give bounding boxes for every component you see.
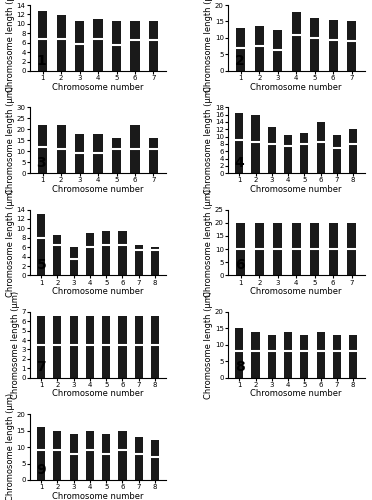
- Bar: [149, 20, 158, 71]
- Text: 8: 8: [235, 360, 244, 374]
- Bar: [37, 214, 45, 276]
- Text: 2: 2: [235, 54, 244, 68]
- Bar: [93, 19, 103, 71]
- Bar: [102, 230, 110, 276]
- Bar: [70, 316, 78, 378]
- Bar: [251, 332, 260, 378]
- Bar: [135, 245, 143, 276]
- X-axis label: Chromosome number: Chromosome number: [52, 185, 144, 194]
- Bar: [57, 125, 66, 173]
- Text: 5: 5: [36, 258, 46, 272]
- Bar: [292, 222, 301, 276]
- X-axis label: Chromosome number: Chromosome number: [52, 492, 144, 500]
- Text: 1: 1: [36, 54, 46, 68]
- Bar: [273, 222, 282, 276]
- Bar: [349, 129, 357, 173]
- X-axis label: Chromosome number: Chromosome number: [52, 390, 144, 398]
- Y-axis label: Chromosome length (µm): Chromosome length (µm): [11, 290, 20, 399]
- Bar: [235, 113, 243, 173]
- Text: 4: 4: [235, 156, 244, 170]
- Bar: [151, 247, 159, 276]
- Bar: [53, 236, 61, 276]
- Bar: [86, 316, 94, 378]
- Bar: [37, 427, 45, 480]
- Bar: [292, 12, 301, 71]
- Bar: [37, 316, 45, 378]
- Bar: [268, 128, 276, 173]
- Bar: [86, 233, 94, 276]
- Text: 9: 9: [36, 462, 46, 476]
- X-axis label: Chromosome number: Chromosome number: [250, 82, 342, 92]
- Bar: [135, 316, 143, 378]
- Y-axis label: Chromosome length (µm): Chromosome length (µm): [6, 188, 15, 296]
- Y-axis label: Chromosome length (µm): Chromosome length (µm): [6, 393, 15, 500]
- Bar: [93, 134, 103, 173]
- Bar: [268, 335, 276, 378]
- Y-axis label: Chromosome length (µm): Chromosome length (µm): [6, 86, 15, 194]
- Bar: [310, 18, 319, 71]
- Bar: [317, 332, 325, 378]
- Bar: [75, 22, 84, 71]
- Bar: [333, 335, 341, 378]
- Bar: [328, 20, 338, 71]
- Text: 6: 6: [235, 258, 244, 272]
- Bar: [235, 328, 243, 378]
- Bar: [284, 134, 292, 173]
- Bar: [347, 222, 356, 276]
- X-axis label: Chromosome number: Chromosome number: [250, 390, 342, 398]
- Bar: [251, 114, 260, 173]
- Bar: [328, 222, 338, 276]
- Bar: [131, 22, 140, 71]
- Bar: [300, 335, 308, 378]
- Bar: [151, 440, 159, 480]
- Bar: [57, 16, 66, 71]
- Bar: [236, 28, 246, 71]
- X-axis label: Chromosome number: Chromosome number: [52, 287, 144, 296]
- Bar: [317, 122, 325, 173]
- Y-axis label: Chromosome length (µm): Chromosome length (µm): [204, 188, 214, 296]
- Bar: [118, 316, 126, 378]
- Bar: [131, 125, 140, 173]
- Y-axis label: Chromosome length (µm): Chromosome length (µm): [204, 290, 214, 399]
- Bar: [70, 434, 78, 480]
- Bar: [284, 332, 292, 378]
- Text: 3: 3: [36, 156, 46, 170]
- Bar: [149, 138, 158, 173]
- Bar: [151, 316, 159, 378]
- Bar: [310, 222, 319, 276]
- Bar: [347, 22, 356, 71]
- Text: 7: 7: [36, 360, 46, 374]
- X-axis label: Chromosome number: Chromosome number: [52, 82, 144, 92]
- Bar: [255, 222, 264, 276]
- Bar: [75, 134, 84, 173]
- Y-axis label: Chromosome length (µm): Chromosome length (µm): [204, 0, 214, 92]
- Bar: [53, 316, 61, 378]
- Bar: [86, 430, 94, 480]
- Y-axis label: Chromosome length (µm): Chromosome length (µm): [204, 86, 214, 194]
- Bar: [300, 133, 308, 173]
- Bar: [38, 10, 47, 71]
- X-axis label: Chromosome number: Chromosome number: [250, 185, 342, 194]
- Bar: [118, 430, 126, 480]
- Bar: [349, 335, 357, 378]
- Bar: [135, 437, 143, 480]
- Bar: [112, 138, 121, 173]
- Bar: [53, 430, 61, 480]
- Bar: [118, 230, 126, 276]
- Bar: [273, 30, 282, 71]
- X-axis label: Chromosome number: Chromosome number: [250, 287, 342, 296]
- Bar: [333, 134, 341, 173]
- Bar: [112, 22, 121, 71]
- Bar: [70, 247, 78, 276]
- Bar: [102, 316, 110, 378]
- Bar: [236, 222, 246, 276]
- Bar: [38, 125, 47, 173]
- Bar: [102, 434, 110, 480]
- Y-axis label: Chromosome length (µm): Chromosome length (µm): [6, 0, 15, 92]
- Bar: [255, 26, 264, 71]
